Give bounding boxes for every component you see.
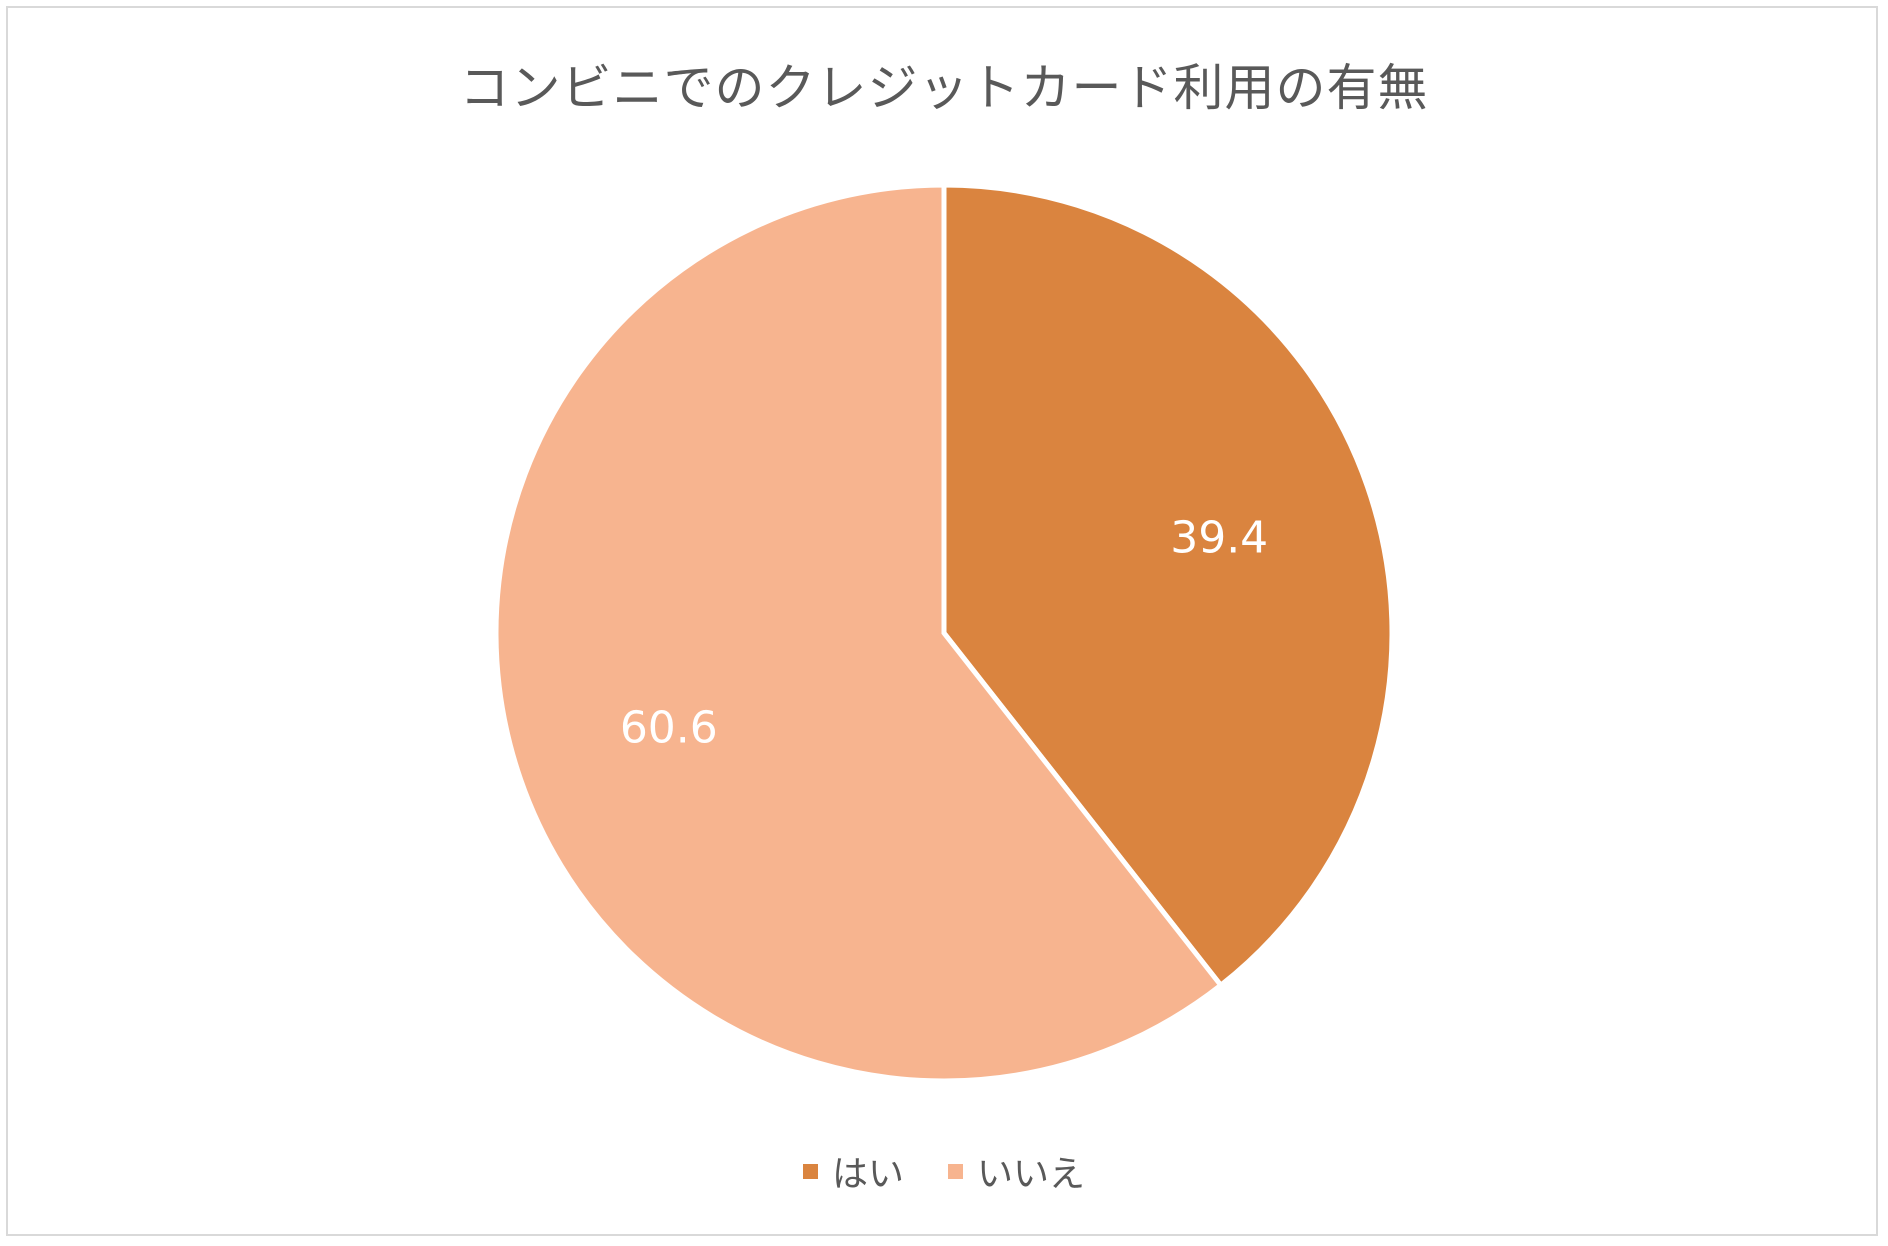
pie-slices bbox=[493, 182, 1395, 1084]
legend-item-iie: いいえ bbox=[948, 1145, 1085, 1197]
legend-swatch-iie bbox=[948, 1163, 963, 1179]
legend-item-hai: はい bbox=[802, 1145, 904, 1197]
pie-data-labels: 39.4 60.6 bbox=[620, 512, 1268, 753]
legend: はい いいえ bbox=[0, 1145, 1888, 1197]
data-label-iie: 60.6 bbox=[620, 703, 718, 754]
pie-slice-hai bbox=[941, 182, 1395, 989]
legend-label-iie: いいえ bbox=[977, 1154, 1086, 1195]
data-label-hai: 39.4 bbox=[1170, 512, 1268, 563]
legend-swatch-hai bbox=[802, 1163, 818, 1179]
pie-slice-iie bbox=[493, 182, 1225, 1084]
legend-label-hai: はい bbox=[831, 1154, 904, 1195]
chart-title: コンビニでのクレジットカード利用の有無 bbox=[459, 59, 1429, 117]
